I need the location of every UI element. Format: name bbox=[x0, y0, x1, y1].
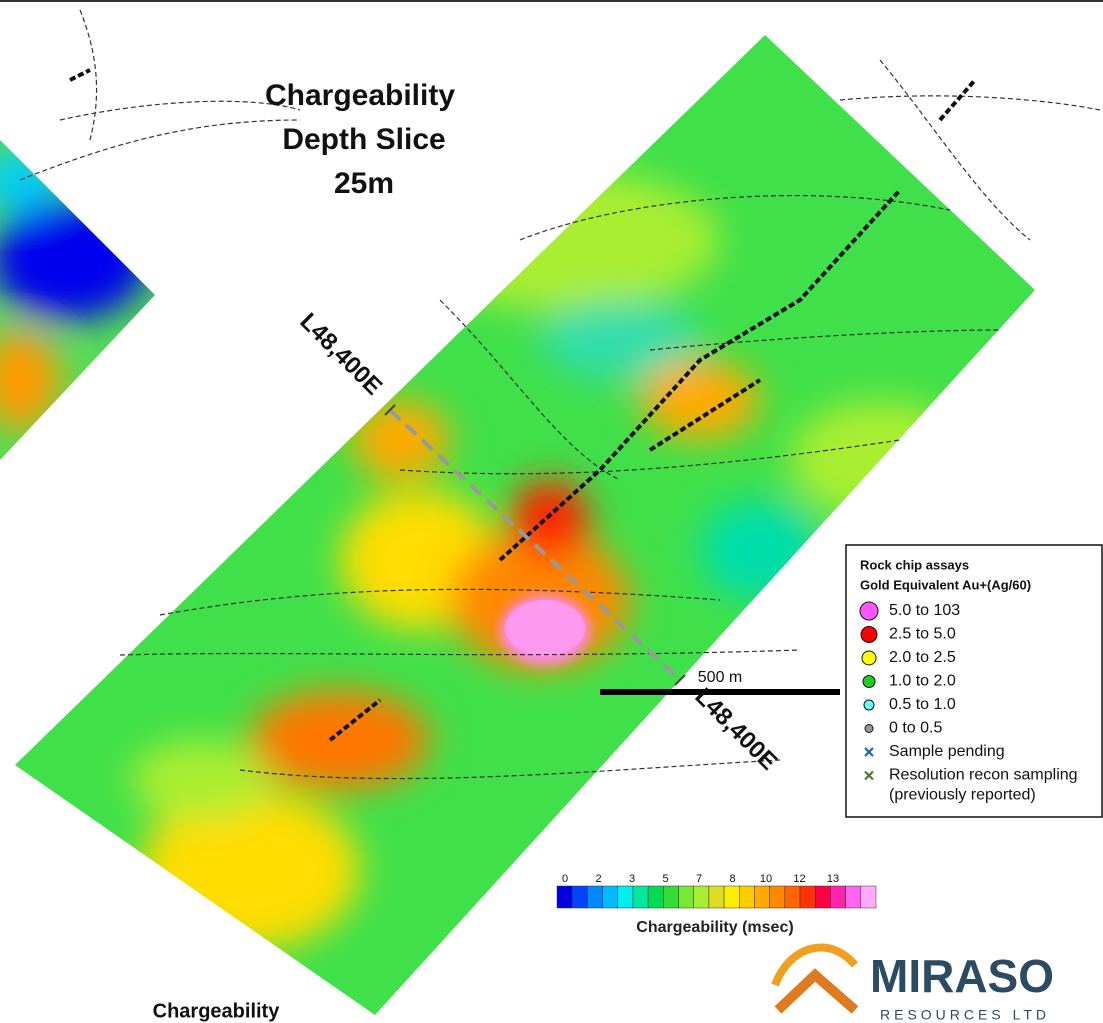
colorbar-swatch bbox=[647, 885, 664, 909]
colorbar-tick-label: 5 bbox=[662, 873, 668, 885]
title-line: Chargeability bbox=[265, 79, 455, 112]
logo: MIRASO RESOURCES LTD bbox=[771, 943, 1054, 1023]
colorbar-swatch bbox=[556, 885, 573, 909]
legend-subtitle: Gold Equivalent Au+(Ag/60) bbox=[860, 577, 1031, 592]
section-tick bbox=[674, 674, 686, 686]
faults bbox=[19, 9, 1101, 780]
colorbar-tick-label: 12 bbox=[793, 873, 805, 885]
inset-map bbox=[0, 140, 155, 460]
colorbar-tick-label: 2 bbox=[595, 873, 601, 885]
logo-name: MIRASO bbox=[870, 950, 1054, 1002]
logo-tagline: RESOURCES LTD bbox=[880, 1007, 1050, 1023]
title-line: 25m bbox=[334, 167, 394, 200]
colorbar-swatch bbox=[602, 885, 619, 909]
title-line: Depth Slice bbox=[282, 123, 445, 156]
colorbar-tick-label: 13 bbox=[827, 873, 839, 885]
colorbar-swatch bbox=[587, 885, 603, 909]
colorbar-swatch bbox=[632, 885, 649, 909]
colorbar-title: Chargeability (msec) bbox=[636, 919, 793, 936]
legend-label: (previously reported) bbox=[889, 787, 1036, 804]
colorbar-swatch bbox=[799, 885, 816, 909]
legend-label: 2.0 to 2.5 bbox=[889, 649, 956, 666]
colorbar-tick-label: 10 bbox=[760, 873, 772, 885]
colorbar: 0 2 3 5 7 8 10 12 13 bbox=[556, 873, 877, 909]
section-label: L48,400E bbox=[294, 308, 387, 401]
legend-label: 0.5 to 1.0 bbox=[889, 696, 956, 713]
legend-box bbox=[845, 544, 1103, 818]
section-label: L48,400E bbox=[689, 683, 782, 776]
colorbar-swatch bbox=[754, 885, 770, 909]
section-line bbox=[388, 408, 682, 682]
legend-marker bbox=[859, 601, 879, 621]
legend-label: Resolution recon sampling bbox=[889, 767, 1078, 784]
legend-label: 1.0 to 2.0 bbox=[889, 673, 956, 690]
legend: Rock chip assays Gold Equivalent Au+(Ag/… bbox=[845, 544, 1103, 818]
legend-label: Sample pending bbox=[889, 743, 1005, 760]
legend-marker bbox=[861, 650, 877, 666]
colorbar-swatch bbox=[860, 885, 877, 909]
legend-marker bbox=[860, 626, 878, 643]
legend-label: 2.5 to 5.0 bbox=[889, 626, 956, 643]
legend-marker bbox=[862, 675, 876, 688]
colorbar-tick-label: 8 bbox=[729, 873, 735, 885]
colorbar-tick-label: 7 bbox=[696, 873, 702, 885]
legend-title: Rock chip assays bbox=[860, 557, 969, 572]
colorbar-swatch bbox=[663, 885, 679, 909]
legend-marker bbox=[864, 770, 874, 781]
inset-label: Chargeability bbox=[153, 1000, 281, 1022]
colorbar-swatch bbox=[617, 885, 634, 909]
colorbar-swatch bbox=[708, 885, 725, 909]
colorbar-swatch bbox=[723, 885, 740, 909]
colorbar-swatch bbox=[739, 885, 755, 909]
scale-label: 500 m bbox=[698, 669, 742, 686]
section-tick bbox=[384, 404, 396, 416]
colorbar-tick-label: 0 bbox=[562, 873, 568, 885]
legend-marker bbox=[863, 699, 875, 711]
colorbar-swatch bbox=[845, 885, 862, 909]
legend-marker bbox=[864, 724, 874, 733]
colorbar-swatch bbox=[693, 885, 710, 909]
colorbar-swatch bbox=[830, 885, 846, 909]
legend-label: 0 to 0.5 bbox=[889, 720, 942, 737]
legend-marker bbox=[864, 747, 874, 757]
colorbar-tick-label: 3 bbox=[629, 873, 635, 885]
colorbar-swatch bbox=[678, 885, 694, 909]
legend-label: 5.0 to 103 bbox=[889, 602, 960, 619]
colorbar-swatch bbox=[769, 885, 786, 909]
colorbar-swatch bbox=[571, 885, 588, 909]
scale-bar bbox=[600, 689, 840, 695]
sample-traces bbox=[69, 68, 977, 742]
colorbar-swatch bbox=[784, 885, 801, 909]
top-border bbox=[0, 0, 1103, 2]
colorbar-swatch bbox=[814, 885, 831, 909]
